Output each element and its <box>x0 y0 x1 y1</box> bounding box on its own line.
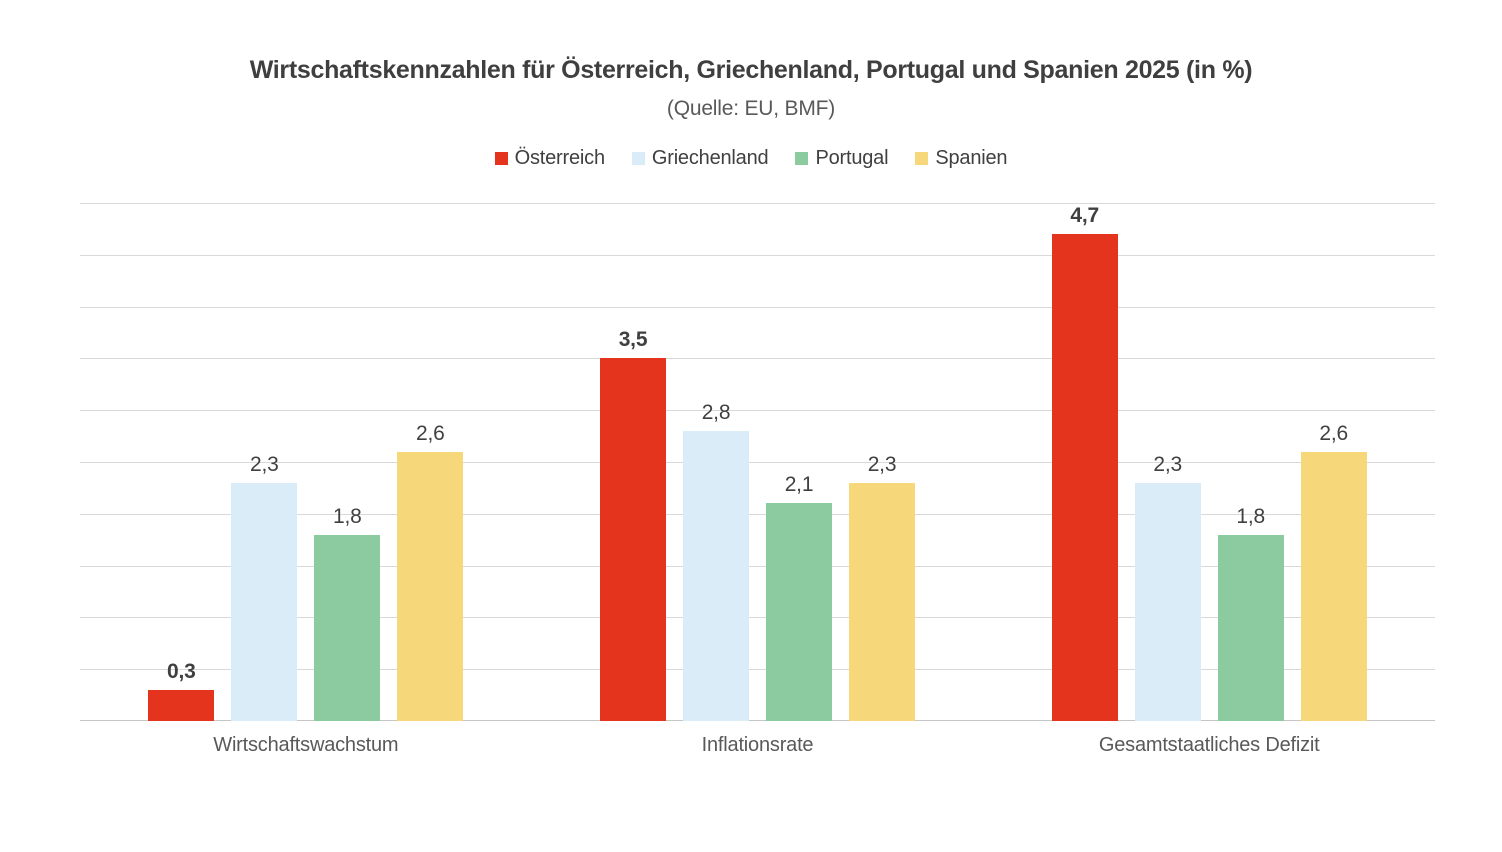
legend-item-label: Griechenland <box>651 147 769 169</box>
bar-group: 4,7 2,3 1,8 2,6 <box>983 203 1435 721</box>
bar-value-label: 4,7 <box>1070 204 1099 227</box>
legend-item-label: Portugal <box>815 147 889 169</box>
gridline <box>80 462 1435 463</box>
legend-color-swatch <box>795 152 809 165</box>
bar-with-label: 2,1 <box>766 474 832 721</box>
gridline <box>80 566 1435 567</box>
gridline <box>80 358 1435 359</box>
bar <box>1217 535 1284 721</box>
bar-with-label: 4,7 <box>1051 204 1118 721</box>
x-axis-labels: Wirtschaftswachstum Inflationsrate Gesamts… <box>80 734 1435 757</box>
bar-value-label: 1,8 <box>1236 505 1265 528</box>
bar-with-label: 2,3 <box>1134 453 1201 721</box>
bar <box>600 358 666 721</box>
bar-value-label: 2,6 <box>416 422 445 445</box>
bar-with-label: 2,3 <box>849 454 915 721</box>
bar <box>766 503 832 721</box>
bar-value-label: 0,3 <box>167 660 196 683</box>
bar <box>231 483 298 721</box>
bar-group: 0,3 2,3 1,8 2,6 <box>80 203 532 721</box>
legend-item: Griechenland <box>631 147 769 170</box>
gridline <box>80 617 1435 618</box>
chart-title: Wirtschaftskennzahlen für Österreich, Gr… <box>249 56 1253 84</box>
bar-value-label: 2,1 <box>784 473 814 496</box>
bar-value-label: 2,3 <box>250 453 279 476</box>
bar-with-label: 2,8 <box>683 402 749 721</box>
bar-group: 3,5 2,8 2,1 2,3 <box>532 203 984 721</box>
bar <box>683 431 749 721</box>
bar <box>1300 452 1367 721</box>
bar-value-label: 1,8 <box>333 505 362 528</box>
bar <box>397 452 464 721</box>
gridline <box>80 410 1435 411</box>
bar-with-label: 1,8 <box>1217 505 1284 721</box>
bar <box>1134 483 1201 721</box>
bar-value-label: 2,3 <box>867 453 897 476</box>
bar-with-label: 2,6 <box>397 422 464 721</box>
bar-groups-layer: 0,3 2,3 1,8 2,6 3,5 2,8 2,1 2,3 4,7 2,3 1,8 2,6 <box>80 203 1435 721</box>
gridline <box>80 669 1435 670</box>
bar <box>1051 234 1118 721</box>
legend: Österreich Griechenland Portugal Spanien <box>0 147 1502 170</box>
bar <box>148 690 215 721</box>
x-axis-category-label: Gesamtstaatliches Defizit <box>1098 734 1320 756</box>
legend-item: Österreich <box>494 147 605 170</box>
x-axis-baseline <box>80 720 1435 721</box>
bar-value-label: 3,5 <box>618 328 648 351</box>
plot-area: 0,3 2,3 1,8 2,6 3,5 2,8 2,1 2,3 4,7 2,3 1,8 2,6 <box>80 203 1435 721</box>
bar-value-label: 2,6 <box>1319 422 1348 445</box>
bar-value-label: 2,8 <box>701 401 731 424</box>
bar-with-label: 3,5 <box>600 329 666 721</box>
gridline <box>80 255 1435 256</box>
bar <box>314 535 381 721</box>
bar-with-label: 2,6 <box>1300 422 1367 721</box>
legend-color-swatch <box>494 152 508 165</box>
chart-subtitle: (Quelle: EU, BMF) <box>666 97 836 120</box>
bar-with-label: 0,3 <box>148 660 215 721</box>
legend-color-swatch <box>631 152 645 165</box>
legend-item-label: Spanien <box>935 147 1008 169</box>
x-axis-category-label: Wirtschaftswachstum <box>213 734 399 756</box>
legend-color-swatch <box>915 152 929 165</box>
bar-with-label: 2,3 <box>231 453 298 721</box>
gridline <box>80 203 1435 204</box>
bar-value-label: 2,3 <box>1153 453 1182 476</box>
bar <box>849 483 915 721</box>
gridline <box>80 307 1435 308</box>
legend-item: Spanien <box>915 147 1008 170</box>
legend-item: Portugal <box>795 147 889 170</box>
gridline <box>80 514 1435 515</box>
x-axis-category-label: Inflationsrate <box>701 734 814 756</box>
bar-with-label: 1,8 <box>314 505 381 721</box>
legend-item-label: Österreich <box>514 147 605 169</box>
